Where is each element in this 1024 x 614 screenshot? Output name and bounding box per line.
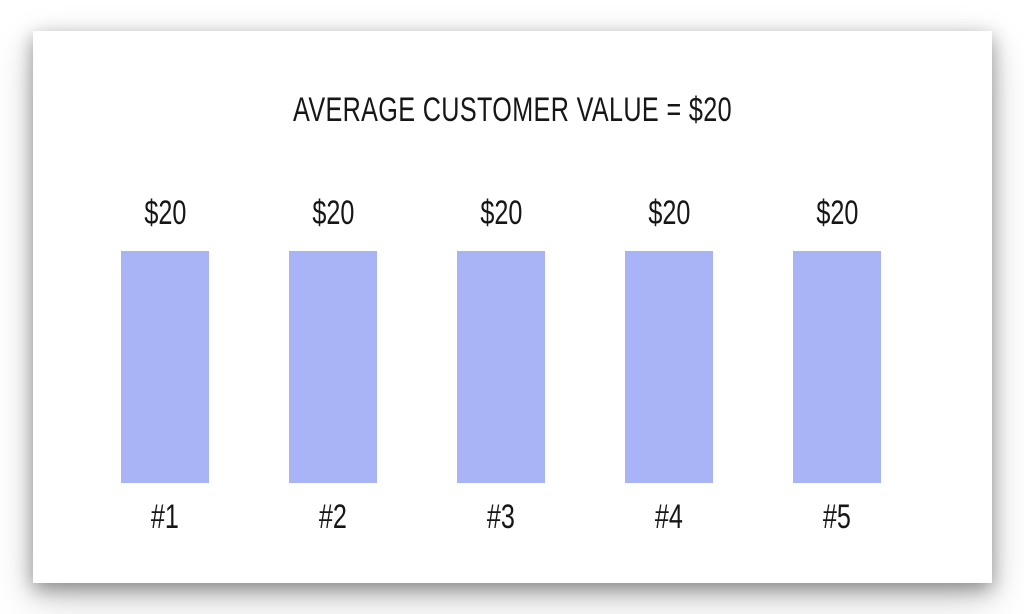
bar-column: $20 #3 xyxy=(457,196,545,534)
bar xyxy=(457,251,545,483)
bar-category-label: #5 xyxy=(822,498,851,536)
bar-value-label: $20 xyxy=(144,194,186,232)
bar xyxy=(289,251,377,483)
bar-value-label: $20 xyxy=(816,194,858,232)
chart-card: AVERAGE CUSTOMER VALUE = $20 $20 #1 $20 #2 $… xyxy=(33,31,992,583)
chart-title: AVERAGE CUSTOMER VALUE = $20 xyxy=(293,91,732,129)
bar-column: $20 #4 xyxy=(625,196,713,534)
bar-chart: $20 #1 $20 #2 $20 #3 $20 #4 $20 #5 xyxy=(121,196,881,534)
bar-category-label: #3 xyxy=(486,498,515,536)
bar-category-label: #4 xyxy=(654,498,683,536)
bar-value-label: $20 xyxy=(648,194,690,232)
bar-category-label: #1 xyxy=(150,498,179,536)
bar-value-label: $20 xyxy=(312,194,354,232)
bar xyxy=(625,251,713,483)
bar-column: $20 #1 xyxy=(121,196,209,534)
bar xyxy=(121,251,209,483)
bar-column: $20 #5 xyxy=(793,196,881,534)
bar-value-label: $20 xyxy=(480,194,522,232)
bar xyxy=(793,251,881,483)
bar-column: $20 #2 xyxy=(289,196,377,534)
bar-category-label: #2 xyxy=(318,498,347,536)
